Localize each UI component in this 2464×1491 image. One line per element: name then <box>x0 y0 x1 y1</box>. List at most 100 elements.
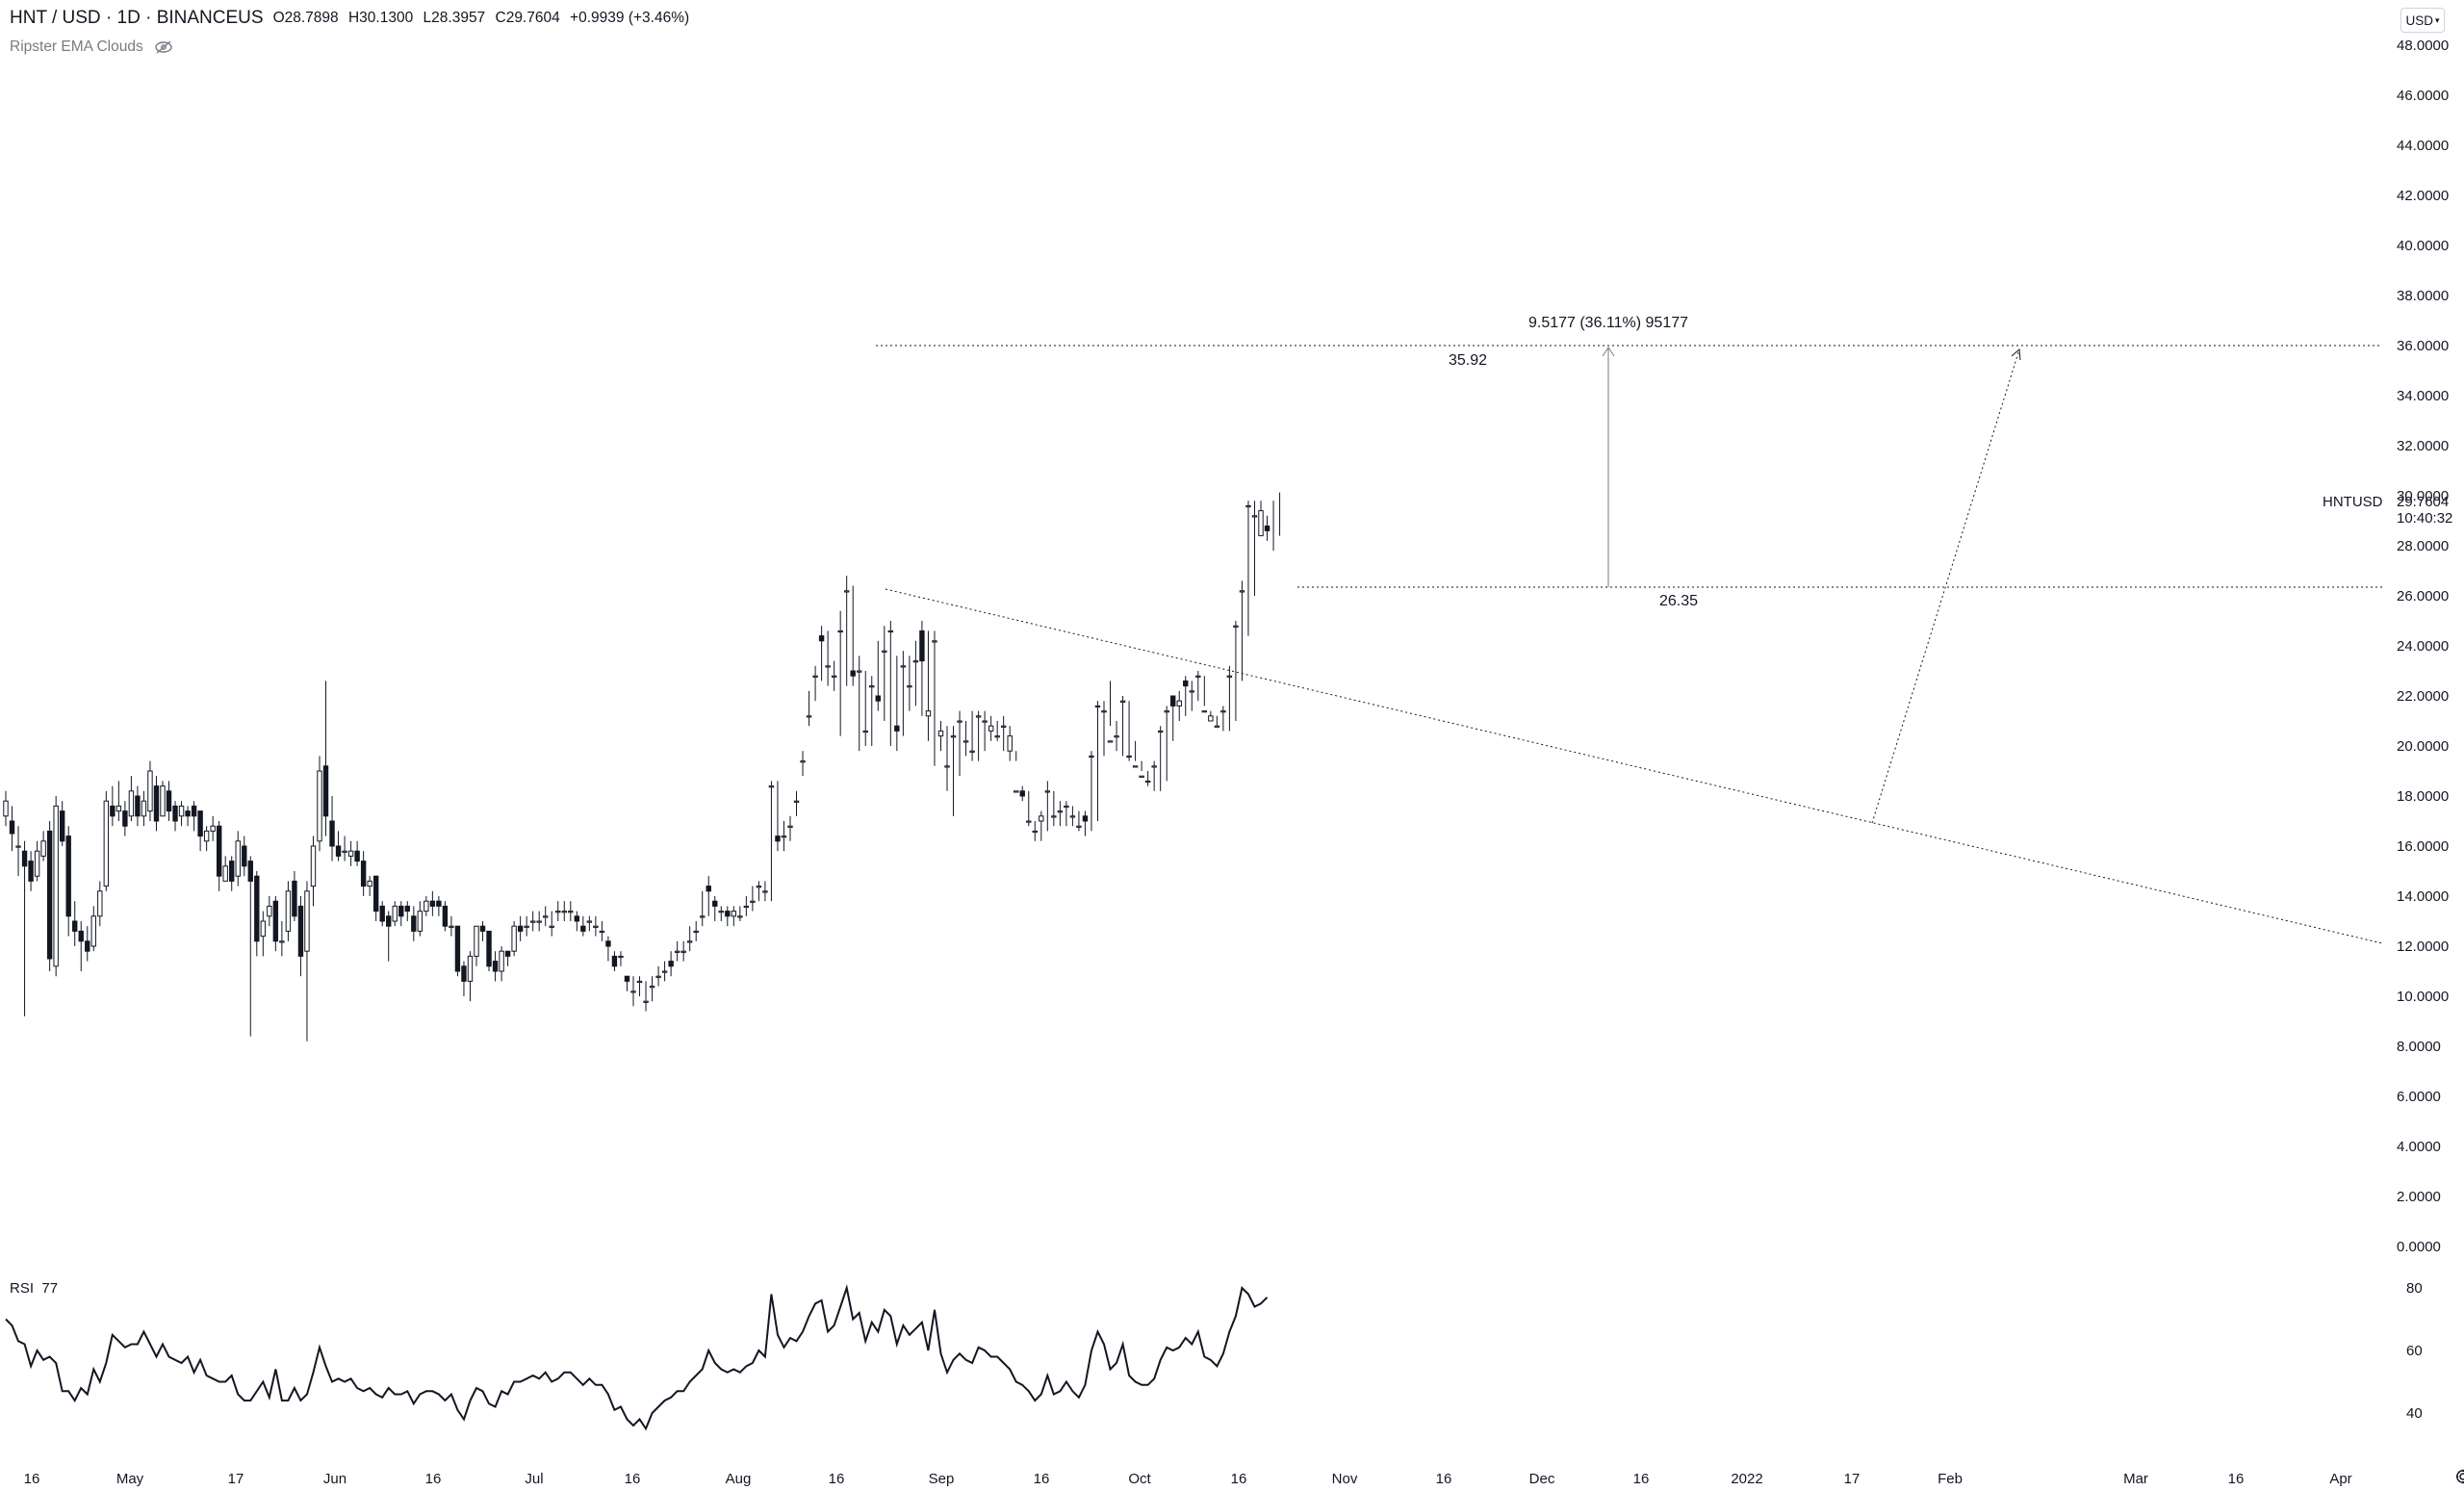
candle <box>969 710 975 761</box>
candle <box>297 896 304 977</box>
candle-body <box>668 961 674 967</box>
candle <box>950 726 957 816</box>
candle-body <box>957 720 962 723</box>
candle-body <box>806 715 812 718</box>
candle-body <box>875 695 881 702</box>
candle <box>919 621 925 716</box>
price-tick-label: 18.0000 <box>2397 788 2449 805</box>
candle-body <box>825 665 831 668</box>
candle <box>110 785 116 827</box>
candle-body <box>467 955 474 982</box>
time-tick-label: Sep <box>929 1471 955 1487</box>
candle <box>367 876 372 896</box>
candle <box>504 950 511 966</box>
candle <box>90 906 96 952</box>
price-tick-label: 46.0000 <box>2397 88 2449 104</box>
candle-body <box>461 965 467 982</box>
candle <box>536 911 542 932</box>
candle <box>857 656 862 752</box>
candle-body <box>1176 700 1182 707</box>
candle <box>191 801 197 832</box>
candle-body <box>1051 815 1057 818</box>
candle-body <box>1069 815 1076 818</box>
candle-body <box>568 911 574 913</box>
descending-trendline[interactable] <box>885 588 2383 944</box>
price-tick-label: 32.0000 <box>2397 438 2449 454</box>
candle <box>360 851 367 896</box>
candle <box>882 626 887 721</box>
candle <box>806 690 812 727</box>
candle <box>59 801 65 846</box>
candle-body <box>347 850 354 857</box>
candle <box>944 726 950 791</box>
countdown-label: 10:40:32 <box>2397 510 2452 527</box>
price-tick-label: 26.0000 <box>2397 588 2449 604</box>
close-value: C29.7604 <box>495 10 560 26</box>
candle <box>762 881 768 902</box>
candle <box>1157 726 1164 791</box>
time-tick-label: May <box>116 1471 144 1487</box>
candle <box>787 815 793 841</box>
candle <box>932 630 937 766</box>
currency-select[interactable]: USD ▾ <box>2400 8 2445 33</box>
candle-body <box>661 970 668 973</box>
rsi-legend[interactable]: RSI 77 <box>10 1280 58 1297</box>
candle <box>442 901 449 932</box>
time-tick-label: 16 <box>829 1471 845 1487</box>
candle <box>492 951 499 982</box>
candle-body <box>78 930 84 942</box>
candle <box>85 926 90 962</box>
candle-body <box>1226 675 1233 678</box>
candle <box>141 790 147 827</box>
symbol-header[interactable]: HNT / USD · 1D · BINANCEUS O28.7898 H30.… <box>10 8 695 29</box>
candle <box>988 715 994 741</box>
time-tick-label: Jul <box>525 1471 543 1487</box>
candle <box>1019 785 1025 802</box>
candle-body <box>950 735 957 738</box>
time-tick-label: Nov <box>1332 1471 1358 1487</box>
candle <box>624 975 630 991</box>
price-tick-label: 28.0000 <box>2397 538 2449 554</box>
candle <box>128 776 135 821</box>
candle <box>65 826 71 937</box>
candle <box>417 901 424 937</box>
candle <box>900 651 907 736</box>
candle-body <box>1189 690 1194 693</box>
indicator-legend[interactable]: Ripster EMA Clouds <box>10 39 174 56</box>
candle <box>636 976 643 996</box>
candle <box>661 961 668 982</box>
candle-body <box>630 990 636 993</box>
price-tick-label: 40.0000 <box>2397 238 2449 254</box>
candle <box>668 951 674 977</box>
candle <box>1101 701 1107 757</box>
indicator-name[interactable]: Ripster EMA Clouds <box>10 39 143 55</box>
candle <box>122 801 128 836</box>
price-tick-label: 10.0000 <box>2397 989 2449 1005</box>
candle-body <box>843 590 850 593</box>
ohlc-values: O28.7898 H30.1300 L28.3957 C29.7604 +0.9… <box>273 10 696 27</box>
gear-icon[interactable] <box>2453 1467 2464 1486</box>
candle <box>147 760 153 821</box>
projection-arrow-line[interactable] <box>1871 348 2020 824</box>
eye-off-icon[interactable] <box>153 40 174 54</box>
candle <box>454 925 461 977</box>
candle-body <box>925 710 932 717</box>
candle-body <box>398 905 404 917</box>
candle-body <box>1032 830 1038 834</box>
price-axis: 48.0000 46.0000 44.0000 42.0000 40.0000 38.00… <box>2397 38 2449 1255</box>
candle <box>831 660 837 691</box>
candle-body <box>1157 730 1164 733</box>
symbol-title[interactable]: HNT / USD · 1D · BINANCEUS <box>10 8 264 28</box>
candle-body <box>1239 590 1245 593</box>
time-tick-label: 16 <box>1034 1471 1050 1487</box>
candle <box>725 906 731 927</box>
candle-body <box>580 925 586 932</box>
candle <box>116 781 122 821</box>
candle-body <box>449 925 454 928</box>
candle-body <box>1126 755 1132 758</box>
candle-body <box>912 660 919 663</box>
time-tick-label: 16 <box>625 1471 641 1487</box>
ticker-label: HNTUSD <box>2323 494 2383 510</box>
candle-body <box>624 975 630 982</box>
